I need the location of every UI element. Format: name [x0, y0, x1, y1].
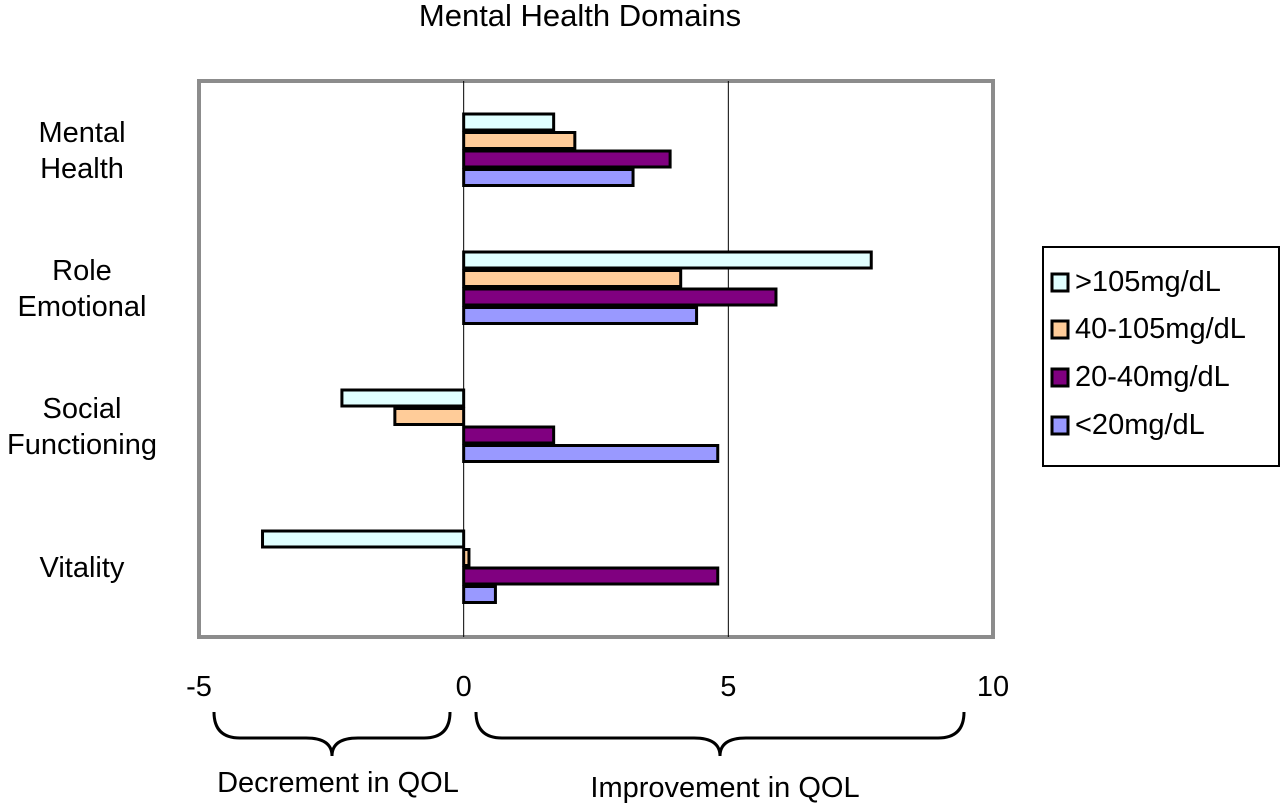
- legend-label-0: >105mg/dL: [1075, 266, 1221, 298]
- bar-series2-cat0: [462, 149, 672, 169]
- improvement-label: Improvement in QOL: [590, 772, 859, 804]
- category-label-0-line-0: Mental: [38, 117, 125, 149]
- legend-swatch-2: [1050, 367, 1070, 388]
- category-label-3-line-0: Vitality: [40, 552, 125, 584]
- legend-swatch-1: [1050, 319, 1070, 340]
- improvement-brace: [474, 711, 966, 757]
- bar-series3-cat2: [462, 444, 720, 463]
- bar-series3-cat0: [462, 168, 635, 187]
- x-axis-tick-labels: -5 0 5 10: [186, 671, 1009, 703]
- bar-series0-cat1: [462, 250, 873, 270]
- x-tick-label-2: 5: [720, 671, 736, 703]
- bar-series3-cat3: [462, 585, 497, 604]
- x-tick-label-0: -5: [186, 671, 212, 703]
- decrement-brace: [212, 711, 452, 757]
- bar-series1-cat1: [462, 269, 683, 288]
- x-tick-label-3: 10: [977, 671, 1009, 703]
- bar-series2-cat3: [462, 566, 720, 586]
- category-label-2-line-1: Functioning: [7, 429, 157, 461]
- bar-series2-cat1: [462, 287, 778, 307]
- legend-label-2: 20-40mg/dL: [1075, 361, 1230, 393]
- bar-series1-cat2: [393, 407, 466, 426]
- legend-label-3: <20mg/dL: [1075, 409, 1205, 441]
- bar-series2-cat2: [462, 425, 556, 445]
- bar-series1-cat0: [462, 131, 577, 150]
- legend: >105mg/dL 40-105mg/dL 20-40mg/dL <20mg/dL: [1042, 246, 1280, 467]
- bars: [261, 112, 873, 604]
- annotation-braces: Decrement in QOL Improvement in QOL: [212, 711, 966, 804]
- bar-series0-cat0: [462, 112, 556, 132]
- category-label-0-line-1: Health: [40, 153, 124, 185]
- category-label-1-line-1: Emotional: [18, 291, 147, 323]
- chart-title: Mental Health Domains: [419, 0, 741, 33]
- category-label-1-line-0: Role: [52, 255, 112, 287]
- decrement-label: Decrement in QOL: [217, 767, 459, 799]
- legend-swatch-3: [1050, 415, 1070, 436]
- legend-swatch-0: [1050, 272, 1070, 293]
- legend-label-1: 40-105mg/dL: [1075, 313, 1246, 345]
- bar-series0-cat3: [261, 529, 466, 549]
- category-label-2-line-0: Social: [43, 393, 122, 425]
- category-labels: Mental Health Role Emotional Social Functioni…: [7, 117, 157, 584]
- legend-box: [1042, 246, 1280, 467]
- bar-series0-cat2: [340, 388, 466, 408]
- x-tick-label-1: 0: [456, 671, 472, 703]
- bar-series3-cat1: [462, 306, 699, 325]
- bar-series1-cat3: [462, 548, 471, 567]
